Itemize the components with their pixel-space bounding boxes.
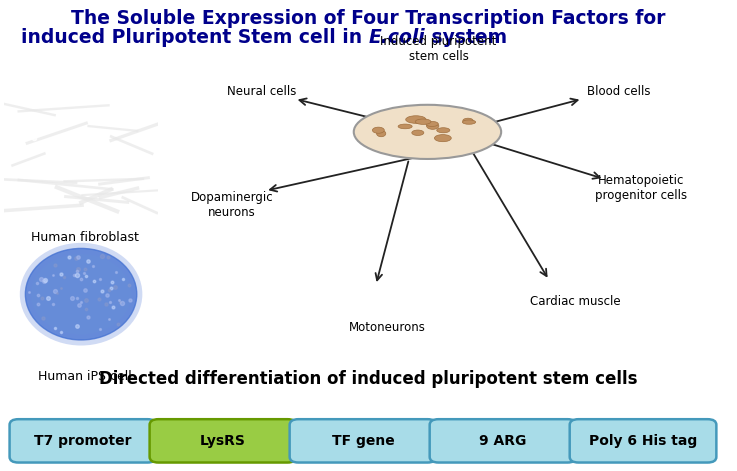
- Text: The Soluble Expression of Four Transcription Factors for: The Soluble Expression of Four Transcrip…: [71, 9, 666, 28]
- Ellipse shape: [406, 116, 426, 123]
- Ellipse shape: [463, 118, 473, 123]
- Text: Cardiac muscle: Cardiac muscle: [530, 295, 620, 308]
- Ellipse shape: [377, 130, 385, 137]
- Text: Neural cells: Neural cells: [227, 85, 296, 98]
- Ellipse shape: [462, 120, 475, 124]
- Text: T7 promoter: T7 promoter: [34, 434, 132, 448]
- FancyBboxPatch shape: [430, 419, 576, 463]
- Text: Poly 6 His tag: Poly 6 His tag: [589, 434, 697, 448]
- Text: Hematopoietic
progenitor cells: Hematopoietic progenitor cells: [595, 174, 687, 203]
- Text: induced Pluripotent Stem cell in: induced Pluripotent Stem cell in: [21, 28, 368, 47]
- Ellipse shape: [412, 130, 424, 136]
- Ellipse shape: [426, 122, 439, 127]
- FancyBboxPatch shape: [290, 419, 436, 463]
- Text: Dopaminergic
neurons: Dopaminergic neurons: [191, 191, 273, 219]
- Text: Human iPS cell: Human iPS cell: [38, 370, 132, 383]
- Text: TF gene: TF gene: [332, 434, 394, 448]
- FancyBboxPatch shape: [10, 419, 156, 463]
- Ellipse shape: [415, 119, 431, 124]
- Ellipse shape: [434, 135, 451, 142]
- Text: Directed differentiation of induced pluripotent stem cells: Directed differentiation of induced plur…: [99, 370, 638, 388]
- Text: Human fibroblast: Human fibroblast: [31, 231, 139, 244]
- Ellipse shape: [427, 122, 439, 130]
- Text: Induced pluripotent
stem cells: Induced pluripotent stem cells: [380, 35, 497, 64]
- Text: Blood cells: Blood cells: [587, 85, 651, 98]
- Ellipse shape: [437, 128, 450, 133]
- FancyBboxPatch shape: [570, 419, 716, 463]
- Text: system: system: [425, 28, 507, 47]
- Ellipse shape: [354, 105, 501, 159]
- Text: E.coli: E.coli: [368, 28, 425, 47]
- Text: LysRS: LysRS: [200, 434, 246, 448]
- Text: Motoneurons: Motoneurons: [349, 321, 425, 334]
- Ellipse shape: [372, 127, 384, 133]
- Ellipse shape: [398, 124, 412, 129]
- Text: 9 ARG: 9 ARG: [479, 434, 527, 448]
- FancyBboxPatch shape: [150, 419, 296, 463]
- Circle shape: [25, 248, 137, 340]
